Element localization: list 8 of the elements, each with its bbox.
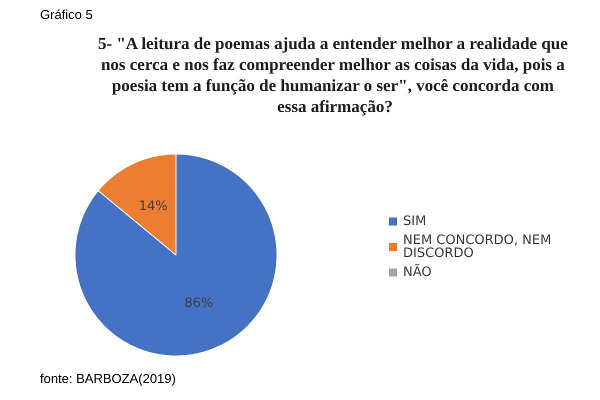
legend-label: SIM <box>403 214 426 229</box>
data-label: 86% <box>184 296 214 311</box>
chart-title: 5- "A leitura de poemas ajuda a entender melhor a realidade que nos cerca e nos faz compreender melhor as coisas da vida, pois a poesia tem a função de humanizar o ser", você concorda com essa afirmação? <box>98 34 572 116</box>
legend-label: NEM CONCORDO, NEM DISCORDO <box>403 233 556 261</box>
text: Gráfico 5 <box>40 7 93 22</box>
legend-label: NÃO <box>403 264 432 280</box>
data-label: 14% <box>138 199 168 214</box>
source-note: fonte: BARBOZA(2019) <box>40 371 176 386</box>
